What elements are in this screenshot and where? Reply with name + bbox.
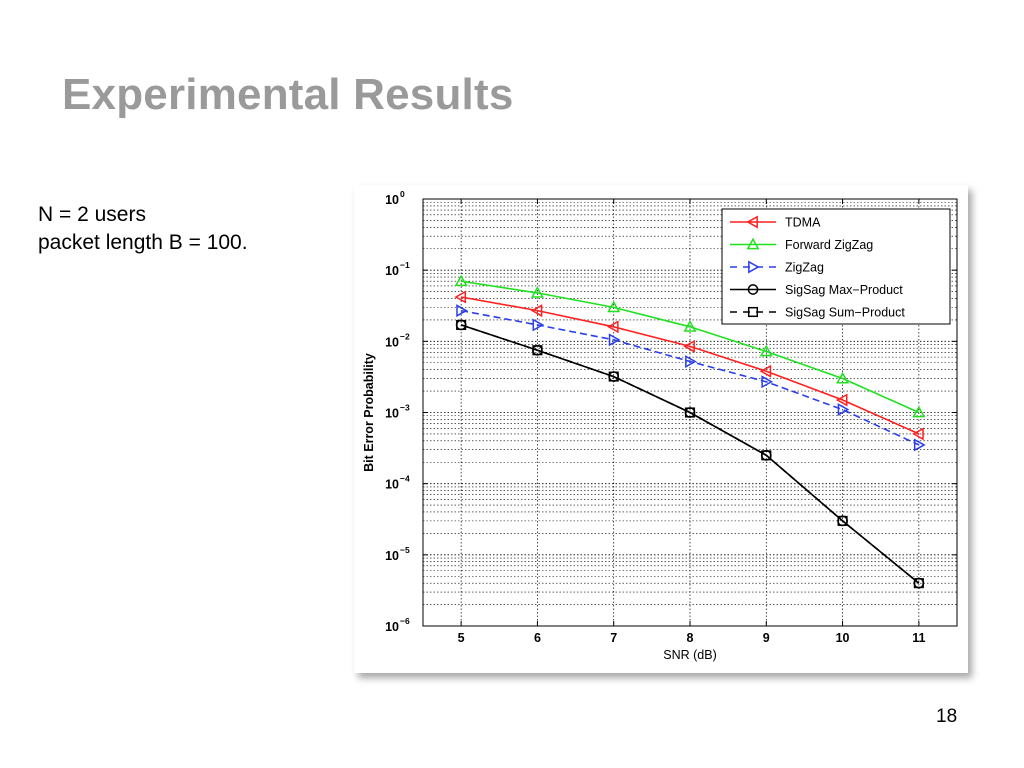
legend-label: Forward ZigZag [785, 238, 873, 252]
legend-entry: Forward ZigZag [730, 237, 873, 252]
y-tick-label-exponent: 0 [400, 189, 405, 199]
x-tick-label: 5 [458, 631, 465, 645]
series-line [460, 309, 920, 446]
y-tick-label: 10 [385, 264, 399, 278]
data-point-marker [837, 515, 848, 526]
data-point-marker [747, 306, 759, 318]
data-point-marker [759, 344, 773, 357]
series-tdma [454, 290, 924, 441]
data-point-marker [835, 393, 848, 407]
data-point-marker [912, 405, 926, 418]
series-forward-zigzag [454, 274, 926, 418]
y-tick-label: 10 [385, 620, 399, 634]
y-tick-label: 10 [385, 549, 399, 563]
y-tick-label-exponent: −2 [400, 331, 410, 341]
x-tick-label: 10 [836, 631, 850, 645]
data-point-marker [761, 450, 772, 461]
y-tick-label-exponent: −6 [400, 616, 410, 626]
legend-entry: TDMA [730, 216, 821, 230]
data-point-marker [607, 300, 621, 313]
y-tick-label: 10 [385, 478, 399, 492]
legend-label: ZigZag [785, 261, 824, 275]
data-point-marker [608, 333, 621, 347]
data-point-marker [913, 578, 924, 589]
series-sigsag-sum-product [456, 319, 924, 589]
chart-legend: TDMA Forward ZigZag ZigZag SigSag Max−Produ… [721, 208, 951, 325]
body-line-packet-length: packet length B = 100. [38, 231, 248, 254]
legend-entry: ZigZag [730, 261, 824, 275]
series-line [460, 324, 920, 584]
data-point-marker [913, 438, 926, 452]
data-point-marker [685, 355, 697, 369]
data-point-marker [456, 319, 467, 330]
data-point-marker [608, 371, 619, 382]
x-tick-label: 7 [610, 631, 617, 645]
data-point-marker [747, 284, 759, 295]
data-point-marker [454, 290, 467, 304]
page-number: 18 [936, 706, 958, 727]
data-point-marker [530, 304, 543, 318]
data-point-marker [761, 375, 774, 389]
data-point-marker [454, 274, 468, 287]
legend-entry: SigSag Max−Product [730, 283, 903, 297]
data-point-marker [837, 403, 850, 417]
data-point-marker [530, 286, 544, 298]
data-point-marker [748, 260, 760, 274]
data-point-marker [532, 318, 545, 332]
data-point-marker [456, 304, 468, 318]
slide-body-text: N = 2 users packet length B = 100. [38, 201, 248, 257]
legend-label: SigSag Sum−Product [785, 306, 905, 320]
data-point-marker [912, 427, 924, 441]
x-tick-label: 9 [763, 631, 770, 645]
data-point-marker [606, 320, 619, 334]
y-tick-label-exponent: −4 [400, 474, 410, 484]
x-axis-label: SNR (dB) [663, 648, 716, 662]
y-tick-label: 10 [385, 335, 399, 349]
data-point-marker [746, 237, 760, 250]
y-tick-label: 10 [385, 407, 399, 421]
data-point-marker [683, 320, 697, 332]
y-tick-label-exponent: −5 [400, 545, 410, 555]
data-point-marker [683, 339, 695, 353]
chart-series [454, 274, 926, 589]
legend-entry: SigSag Sum−Product [730, 306, 905, 320]
y-tick-label: 10 [385, 193, 399, 207]
y-axis-label: Bit Error Probability [362, 353, 376, 472]
data-point-marker [759, 364, 772, 378]
slide-title: Experimental Results [62, 70, 514, 119]
data-point-marker [746, 215, 758, 229]
x-tick-label: 11 [912, 631, 925, 645]
y-tick-label-exponent: −1 [400, 260, 410, 270]
legend-label: SigSag Max−Product [785, 283, 903, 297]
x-tick-label: 8 [687, 631, 694, 645]
legend-label: TDMA [785, 216, 821, 230]
series-zigzag [456, 304, 926, 452]
y-tick-label-exponent: −3 [400, 403, 410, 413]
data-point-marker [836, 371, 850, 384]
data-point-marker [684, 407, 696, 418]
x-tick-label: 6 [534, 631, 541, 645]
chart-figure: 5 6 7 8 9 10 11 10 0 10 −1 10 −2 10 −3 10 −4 10 −5 10 −6 SNR… [354, 185, 968, 673]
series-line [460, 280, 920, 414]
data-point-marker [532, 345, 543, 356]
body-line-users: N = 2 users [38, 203, 146, 226]
series-line [460, 296, 920, 435]
